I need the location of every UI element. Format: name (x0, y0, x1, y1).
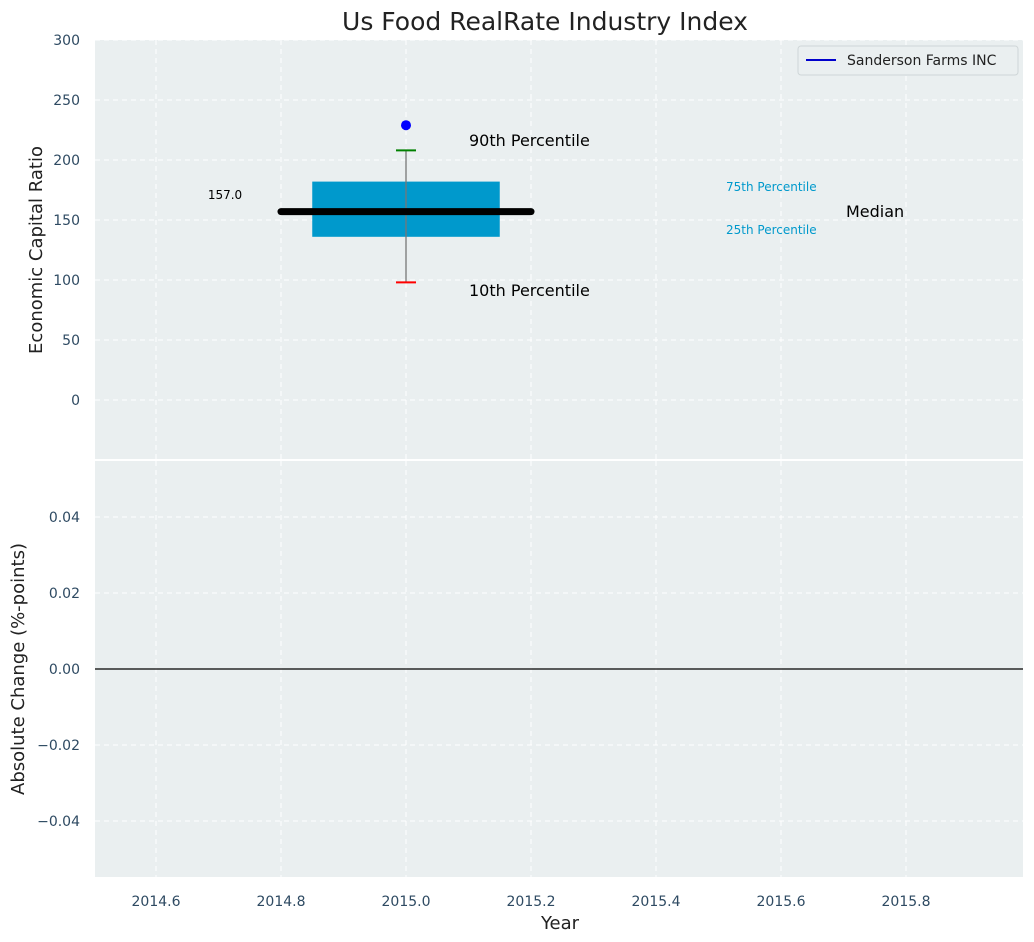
legend-box (797, 45, 1019, 76)
p75-label: 75th Percentile (726, 180, 817, 194)
bottom-y-axis-label: Absolute Change (%-points) (8, 543, 29, 795)
top-y-tick-label: 0 (71, 393, 80, 409)
median-value-label: 157.0 (208, 188, 242, 202)
x-tick-label: 2015.0 (382, 894, 431, 910)
top-y-ticks: 0 50 100 150 200 250 300 (53, 33, 80, 409)
x-tick-label: 2014.8 (257, 894, 306, 910)
top-y-tick-label: 150 (53, 213, 80, 229)
p10-label: 10th Percentile (469, 281, 590, 300)
bottom-y-ticks: −0.04 −0.02 0.00 0.02 0.04 (37, 510, 80, 830)
box-plot (277, 120, 535, 284)
top-y-tick-label: 100 (53, 273, 80, 289)
legend-entry-label: Sanderson Farms INC (847, 53, 997, 69)
x-tick-label: 2015.8 (882, 894, 931, 910)
bottom-y-tick-label: 0.04 (49, 510, 80, 526)
bottom-y-tick-label: −0.04 (37, 814, 80, 830)
bottom-x-ticks: 2014.6 2014.8 2015.0 2015.2 2015.4 2015.6 2015… (132, 894, 931, 910)
x-tick-label: 2015.2 (507, 894, 556, 910)
bottom-y-tick-label: 0.02 (49, 586, 80, 602)
top-y-tick-label: 50 (62, 333, 80, 349)
x-axis-label: Year (540, 913, 580, 934)
bottom-y-tick-label: 0.00 (49, 662, 80, 678)
x-tick-label: 2015.6 (757, 894, 806, 910)
top-y-tick-label: 250 (53, 93, 80, 109)
chart-title: Us Food RealRate Industry Index (342, 7, 748, 36)
x-tick-label: 2015.4 (632, 894, 681, 910)
top-y-tick-label: 300 (53, 33, 80, 49)
p90-label: 90th Percentile (469, 131, 590, 150)
top-y-axis-label: Economic Capital Ratio (26, 146, 47, 354)
top-y-tick-label: 200 (53, 153, 80, 169)
x-tick-label: 2014.6 (132, 894, 181, 910)
legend: Sanderson Farms INC (797, 45, 1019, 76)
p25-label: 25th Percentile (726, 223, 817, 237)
median-label: Median (846, 202, 904, 221)
top-plot-area (95, 40, 1023, 459)
bottom-y-tick-label: −0.02 (37, 738, 80, 754)
company-point (401, 120, 411, 131)
